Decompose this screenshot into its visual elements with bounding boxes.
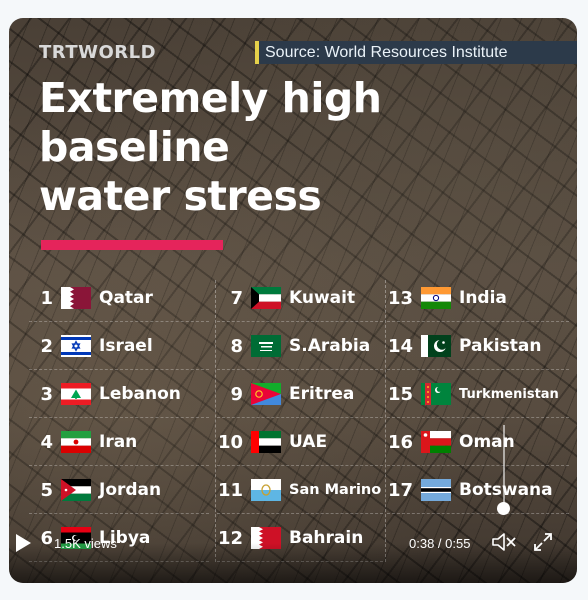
title-line-1: Extremely high <box>39 74 382 122</box>
rank: 2 <box>40 335 53 357</box>
qatar-flag-icon <box>61 287 91 309</box>
volume-slider[interactable] <box>503 425 505 505</box>
list-item: 17 Botswana <box>387 466 569 514</box>
video-player[interactable]: TRTWORLD Source: World Resources Institu… <box>9 18 577 583</box>
source-label: Source: World Resources Institute <box>255 41 577 64</box>
title-line-2: baseline <box>39 123 230 171</box>
list-item: 2 Israel <box>29 322 209 370</box>
israel-flag-icon <box>61 335 91 357</box>
country-name: Jordan <box>99 480 162 500</box>
column-divider <box>215 280 216 562</box>
list-item: 16 Oman <box>387 418 569 466</box>
country-name: Botswana <box>459 480 553 500</box>
column-divider <box>385 280 386 562</box>
fullscreen-icon[interactable] <box>532 531 554 553</box>
rank: 7 <box>230 287 243 309</box>
page-title: Extremely high baseline water stress <box>39 74 382 221</box>
lebanon-flag-icon <box>61 383 91 405</box>
country-name: S.Arabia <box>289 336 371 356</box>
rank: 8 <box>230 335 243 357</box>
country-name: UAE <box>289 432 328 452</box>
playback-time: 0:38 / 0:55 <box>409 536 471 551</box>
player-controls-bar <box>9 543 577 583</box>
title-underline <box>41 240 223 250</box>
country-name: Iran <box>99 432 138 452</box>
country-name: Lebanon <box>99 384 181 404</box>
list-item: 13 India <box>387 274 569 322</box>
country-name: Qatar <box>99 288 153 308</box>
rank: 4 <box>40 431 53 453</box>
turkmenistan-flag-icon <box>421 383 451 405</box>
rank: 5 <box>40 479 53 501</box>
rank: 13 <box>387 287 413 309</box>
eritrea-flag-icon <box>251 383 281 405</box>
rank: 1 <box>40 287 53 309</box>
list-item: 4 Iran <box>29 418 209 466</box>
rank: 15 <box>387 383 413 405</box>
country-name: San Marino <box>289 482 382 498</box>
rank: 3 <box>40 383 53 405</box>
rank: 16 <box>387 431 413 453</box>
rank: 14 <box>387 335 413 357</box>
country-name: Kuwait <box>289 288 356 308</box>
saudi-arabia-flag-icon <box>251 335 281 357</box>
list-item: 3 Lebanon <box>29 370 209 418</box>
list-item: 10 UAE <box>217 418 383 466</box>
volume-slider-handle[interactable] <box>497 502 510 515</box>
mute-icon[interactable] <box>491 531 517 553</box>
list-item: 9 Eritrea <box>217 370 383 418</box>
rank: 9 <box>230 383 243 405</box>
view-count: 1.5K views <box>54 536 117 551</box>
list-item: 8 S.Arabia <box>217 322 383 370</box>
list-item: 14 Pakistan <box>387 322 569 370</box>
country-name: Pakistan <box>459 336 542 356</box>
jordan-flag-icon <box>61 479 91 501</box>
uae-flag-icon <box>251 431 281 453</box>
country-name: Israel <box>99 336 153 356</box>
trtworld-logo: TRTWORLD <box>39 42 157 63</box>
country-list: 1 Qatar 2 Israel 3 Lebanon 4 Iran 5 Jord… <box>29 274 574 562</box>
iran-flag-icon <box>61 431 91 453</box>
list-item: 15 Turkmenistan <box>387 370 569 418</box>
play-icon[interactable] <box>16 534 31 552</box>
country-name: Oman <box>459 432 515 452</box>
oman-flag-icon <box>421 431 451 453</box>
list-item: 5 Jordan <box>29 466 209 514</box>
pakistan-flag-icon <box>421 335 451 357</box>
rank: 10 <box>217 431 243 453</box>
san-marino-flag-icon <box>251 479 281 501</box>
country-name: India <box>459 288 507 308</box>
rank: 17 <box>387 479 413 501</box>
list-item: 1 Qatar <box>29 274 209 322</box>
kuwait-flag-icon <box>251 287 281 309</box>
list-item: 11 San Marino <box>217 466 383 514</box>
country-name: Eritrea <box>289 384 355 404</box>
list-item: 7 Kuwait <box>217 274 383 322</box>
country-name: Turkmenistan <box>459 386 559 402</box>
india-flag-icon <box>421 287 451 309</box>
rank: 11 <box>217 479 243 501</box>
botswana-flag-icon <box>421 479 451 501</box>
title-line-3: water stress <box>39 172 322 220</box>
